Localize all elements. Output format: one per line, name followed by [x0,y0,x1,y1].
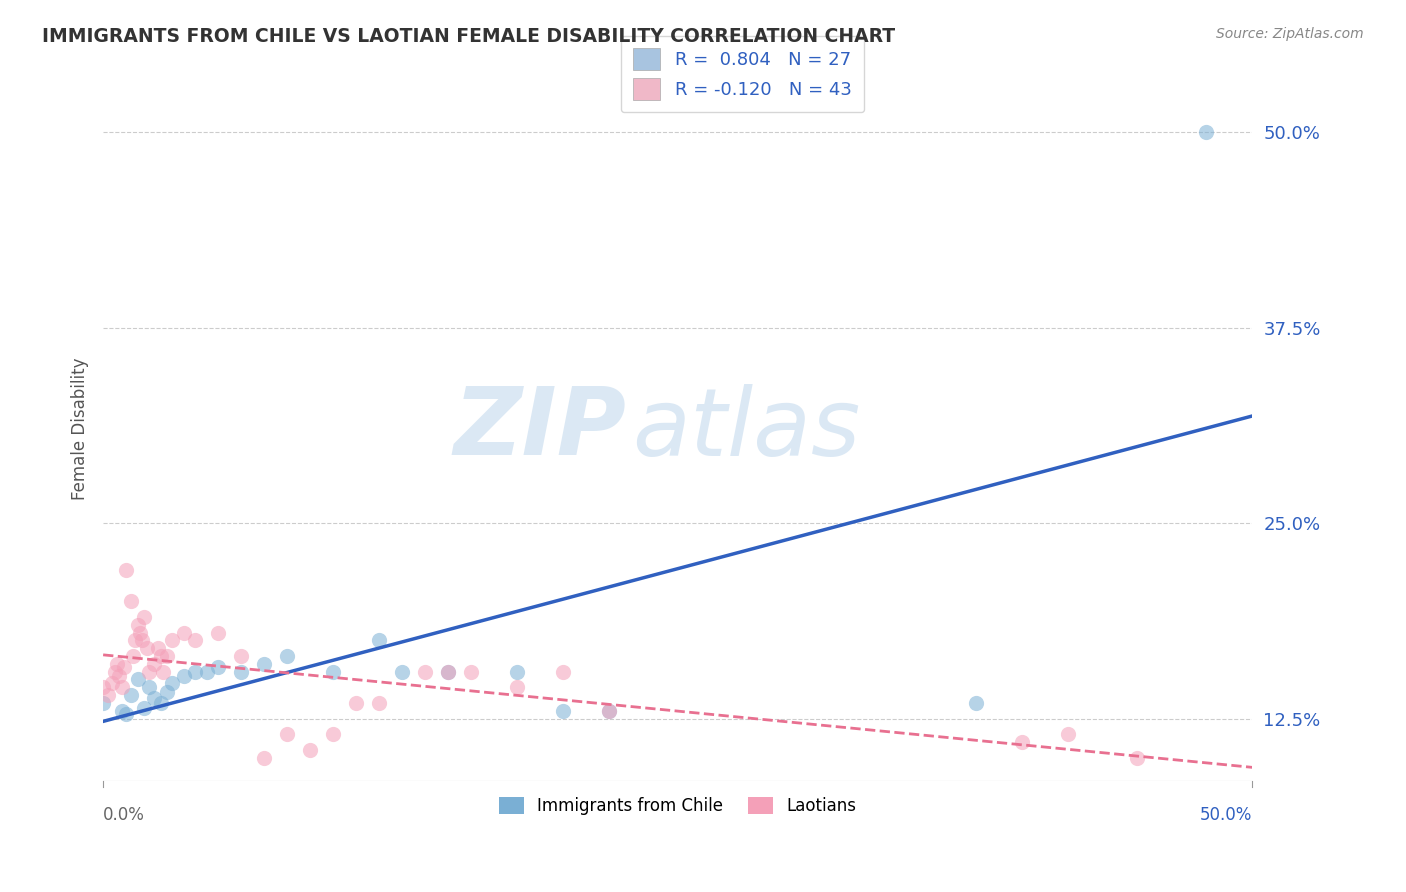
Point [110,704,132,718]
Point [97,688,120,702]
Point [367,633,389,648]
Point [115,706,138,721]
Point [437,665,460,679]
Point [322,665,344,679]
Point [91,680,114,694]
Point [965,696,987,710]
Point [1011,735,1033,749]
Point [149,696,172,710]
Point [108,669,131,683]
Point [149,648,172,663]
Point [195,665,218,679]
Point [322,727,344,741]
Point [344,696,367,710]
Text: 0.0%: 0.0% [103,806,145,824]
Point [148,641,170,656]
Text: IMMIGRANTS FROM CHILE VS LAOTIAN FEMALE DISABILITY CORRELATION CHART: IMMIGRANTS FROM CHILE VS LAOTIAN FEMALE … [42,27,896,45]
Point [276,648,298,663]
Point [122,648,145,663]
Point [120,594,142,608]
Point [598,704,620,718]
Point [105,657,128,671]
Point [160,675,183,690]
Point [156,685,179,699]
Point [229,648,252,663]
Point [115,563,138,577]
Point [1195,125,1218,139]
Text: ZIP: ZIP [453,384,626,475]
Point [184,665,207,679]
Point [127,617,149,632]
Point [184,633,207,648]
Point [551,704,574,718]
Point [138,680,160,694]
Point [134,700,156,714]
Point [1057,727,1080,741]
Legend: Immigrants from Chile, Laotians: Immigrants from Chile, Laotians [492,790,863,822]
Point [112,660,135,674]
Point [127,673,149,687]
Text: Source: ZipAtlas.com: Source: ZipAtlas.com [1216,27,1364,41]
Point [298,743,321,757]
Point [367,696,389,710]
Point [598,704,620,718]
Text: 50.0%: 50.0% [1199,806,1253,824]
Point [135,641,157,656]
Point [173,625,195,640]
Point [506,665,529,679]
Point [229,665,252,679]
Point [142,691,165,706]
Point [152,665,174,679]
Point [160,633,183,648]
Point [120,688,142,702]
Point [276,727,298,741]
Point [156,648,179,663]
Point [1126,750,1149,764]
Point [101,675,124,690]
Point [253,750,276,764]
Point [207,660,229,674]
Point [413,665,436,679]
Point [460,665,482,679]
Point [91,696,114,710]
Point [142,657,165,671]
Point [207,625,229,640]
Point [551,665,574,679]
Point [506,680,529,694]
Point [173,669,195,683]
Point [110,680,132,694]
Point [134,610,156,624]
Text: atlas: atlas [631,384,860,475]
Point [391,665,413,679]
Point [124,633,146,648]
Point [129,625,152,640]
Point [131,633,153,648]
Point [138,665,160,679]
Point [437,665,460,679]
Point [104,665,127,679]
Point [253,657,276,671]
Y-axis label: Female Disability: Female Disability [72,358,89,500]
